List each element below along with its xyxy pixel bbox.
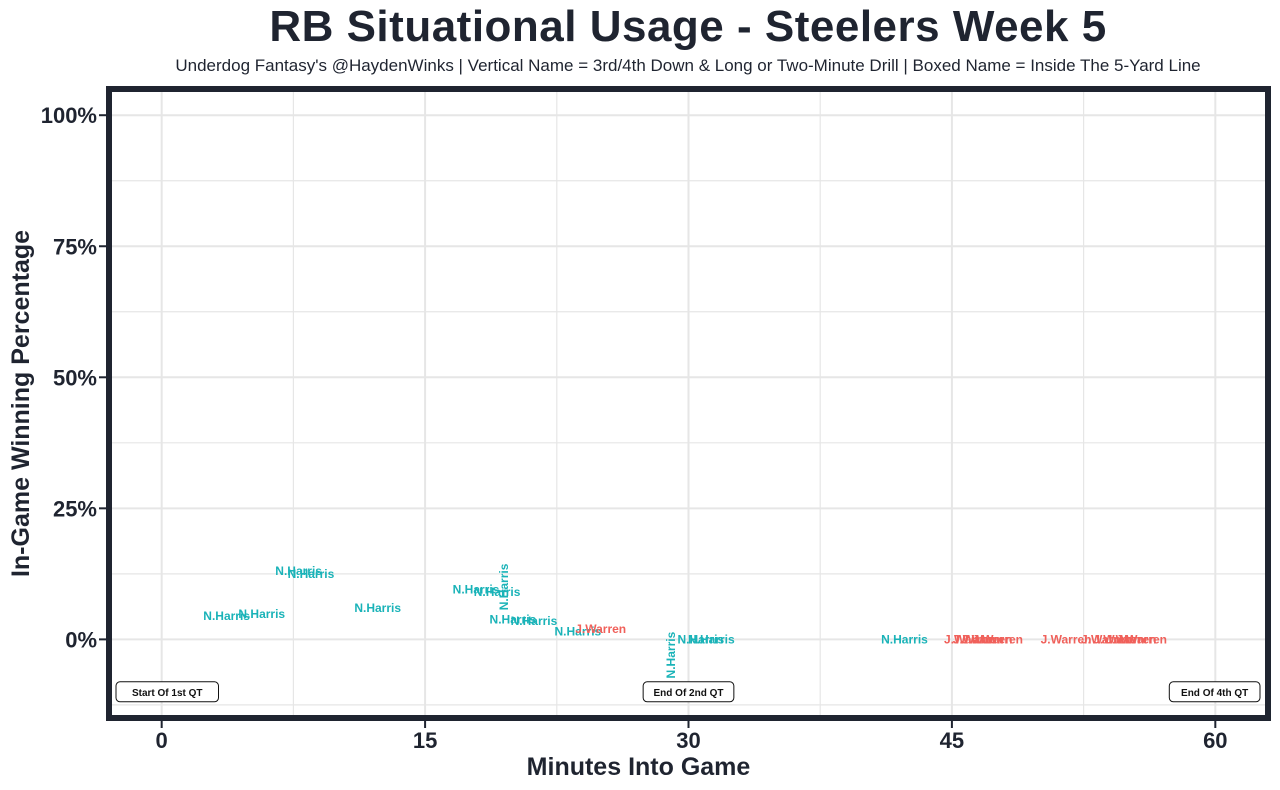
data-point-label: N.Harris — [354, 601, 401, 615]
y-tick-label: 50% — [53, 365, 97, 390]
y-tick-label: 75% — [53, 234, 97, 259]
data-point-label: N.Harris — [881, 632, 928, 646]
y-tick-label: 25% — [53, 496, 97, 521]
y-axis-title: In-Game Winning Percentage — [7, 230, 35, 577]
data-point-label: N.Harris — [497, 563, 511, 610]
data-point-label: N.Harris — [688, 632, 735, 646]
data-point-label: J.Warren — [1093, 632, 1144, 646]
data-point-label: J.Warren — [944, 632, 995, 646]
plot-frame — [106, 86, 1271, 721]
quarter-annotation-box — [1168, 681, 1261, 703]
quarter-annotation-label: Start Of 1st QT — [132, 688, 203, 699]
x-axis-title: Minutes Into Game — [527, 753, 751, 781]
data-point-label: N.Harris — [288, 567, 335, 581]
data-point-label: N.Harris — [664, 631, 678, 678]
data-point-label: J.Warren — [1041, 632, 1092, 646]
y-tick-label: 0% — [65, 627, 97, 652]
quarter-annotation-box — [642, 681, 735, 703]
y-tick-label: 100% — [41, 103, 97, 128]
data-point-label: N.Harris — [453, 583, 500, 597]
x-tick-label: 0 — [156, 728, 168, 753]
chart-subtitle: Underdog Fantasy's @HaydenWinks | Vertic… — [175, 56, 1201, 75]
data-point-label: J.Warren — [1081, 632, 1132, 646]
quarter-annotation-label: End Of 4th QT — [1181, 688, 1248, 699]
x-tick-label: 30 — [676, 728, 700, 753]
data-point-label: N.Harris — [275, 564, 322, 578]
quarter-annotation-label: End Of 2nd QT — [654, 688, 724, 699]
data-point-label: J.Warren — [953, 632, 1004, 646]
data-point-label: N.Harris — [490, 612, 537, 626]
quarter-annotation-box — [115, 681, 219, 703]
x-tick-label: 60 — [1203, 728, 1227, 753]
data-point-label: J.Warren — [972, 632, 1023, 646]
data-point-label: J.Warren — [1116, 632, 1167, 646]
data-point-label: N.Harris — [677, 632, 724, 646]
chart-title: RB Situational Usage - Steelers Week 5 — [269, 2, 1107, 51]
data-point-label: J.Warren — [575, 622, 626, 636]
data-point-label: N.Harris — [203, 609, 250, 623]
data-point-label: J.Warren — [1106, 632, 1157, 646]
data-point-label: J.Warren — [962, 632, 1013, 646]
x-tick-label: 45 — [940, 728, 964, 753]
data-point-label: N.Harris — [511, 614, 558, 628]
data-point-label: N.Harris — [474, 585, 521, 599]
data-point-label: N.Harris — [555, 625, 602, 639]
x-tick-label: 15 — [413, 728, 437, 753]
data-point-label: N.Harris — [238, 607, 285, 621]
